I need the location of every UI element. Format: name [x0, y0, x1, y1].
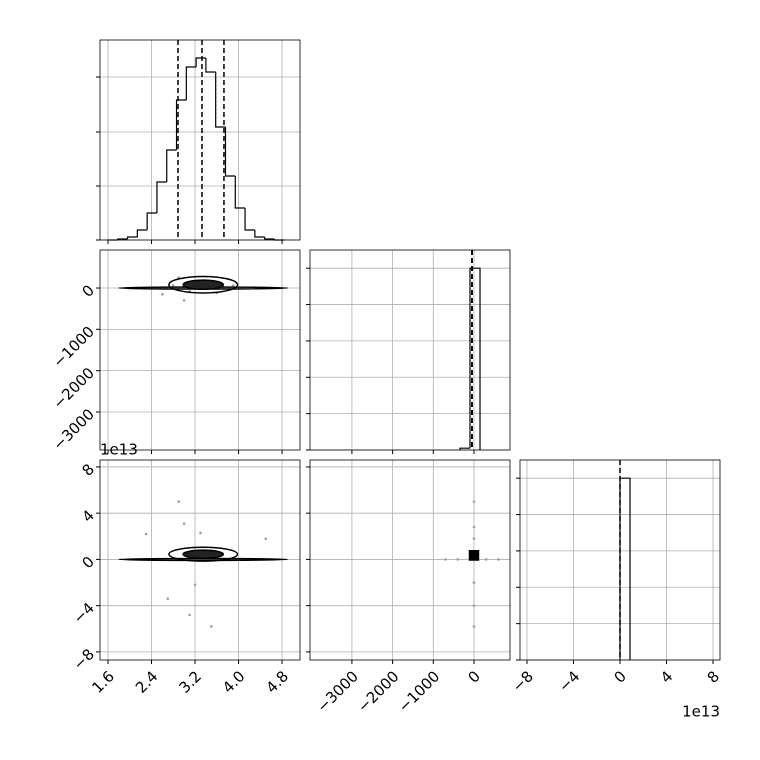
x-tick-label: 2.4 [132, 667, 162, 697]
panel-border [519, 459, 721, 661]
x-tick-label: 4 [657, 667, 676, 686]
density-square [468, 550, 480, 561]
contour [182, 549, 225, 560]
y-offset-label: 1e13 [100, 441, 138, 459]
y-tick-label: 0 [79, 553, 98, 572]
histogram-bin [156, 181, 167, 213]
histogram-bin [234, 176, 246, 209]
y-tick-label: −4 [70, 599, 98, 627]
panel-frame [100, 40, 300, 240]
x-offset-label: 1e13 [682, 703, 720, 721]
sample-point [144, 532, 148, 536]
panel-border [309, 459, 511, 661]
histogram-bin [166, 149, 177, 182]
sample-point [472, 604, 476, 607]
panel-border [99, 249, 301, 451]
x-tick-label: 0 [465, 667, 484, 686]
sample-point [231, 284, 235, 287]
sample-point [199, 531, 202, 535]
sample-point [177, 500, 181, 503]
x-tick-label: −3000 [313, 667, 362, 716]
histogram-bin [264, 237, 275, 240]
x-tick-label: 4.8 [262, 667, 292, 697]
y-tick-label: 8 [79, 460, 98, 479]
x-tick-label: 0 [611, 667, 630, 686]
contour [168, 275, 239, 294]
x-tick-label: −4 [555, 667, 583, 695]
panel-border [99, 459, 301, 661]
sample-point [182, 299, 186, 302]
histogram-bin [244, 208, 255, 231]
sample-point [456, 558, 460, 561]
sample-point [472, 581, 476, 584]
x-tick-label: 1.6 [88, 667, 118, 697]
sample-point [472, 537, 476, 540]
contour [182, 279, 225, 291]
histogram-bin [469, 267, 481, 450]
histogram-bin [215, 72, 226, 128]
histogram-bin [185, 66, 197, 100]
sample-point [472, 625, 476, 628]
sample-point [188, 613, 191, 617]
sample-point [166, 597, 170, 601]
sample-point [497, 558, 500, 561]
panel-frame [310, 250, 510, 450]
panel-border [99, 39, 301, 241]
histogram-bin [175, 99, 187, 150]
x-tick-label: −2000 [354, 667, 403, 716]
histogram-bin [619, 477, 631, 660]
x-tick-label: 8 [704, 667, 723, 686]
sample-point [444, 558, 447, 561]
sample-point [472, 500, 476, 503]
histogram-bin [136, 229, 148, 237]
sample-point [484, 558, 488, 561]
sample-point [171, 284, 175, 287]
histogram-bin [459, 447, 470, 450]
histogram-bin [224, 127, 236, 177]
y-tick-label: −3000 [49, 405, 98, 454]
y-tick-label: 0 [79, 281, 98, 300]
panel-border [309, 249, 511, 451]
y-tick-label: −2000 [49, 364, 98, 413]
histogram-bin [205, 58, 216, 73]
contour [168, 546, 239, 562]
y-tick-label: 4 [79, 506, 98, 525]
panel-frame [310, 460, 510, 660]
x-tick-label: −8 [509, 667, 537, 695]
y-tick-label: −1000 [49, 323, 98, 372]
sample-point [161, 292, 164, 296]
x-tick-label: −1000 [395, 667, 444, 716]
sample-point [193, 583, 197, 587]
x-tick-label: 4.0 [219, 667, 249, 697]
histogram-bin [126, 236, 138, 239]
sample-point [182, 522, 186, 525]
histogram-bin [146, 212, 157, 230]
sample-point [264, 537, 268, 540]
histogram-bin [254, 230, 265, 238]
x-tick-label: 3.2 [175, 667, 205, 697]
sample-point [472, 525, 476, 529]
y-tick-label: −8 [70, 645, 98, 673]
sample-point [210, 625, 213, 628]
